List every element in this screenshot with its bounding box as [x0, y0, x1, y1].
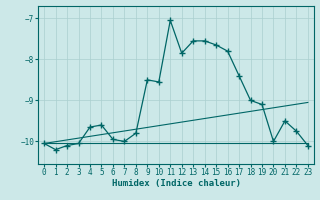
X-axis label: Humidex (Indice chaleur): Humidex (Indice chaleur) — [111, 179, 241, 188]
